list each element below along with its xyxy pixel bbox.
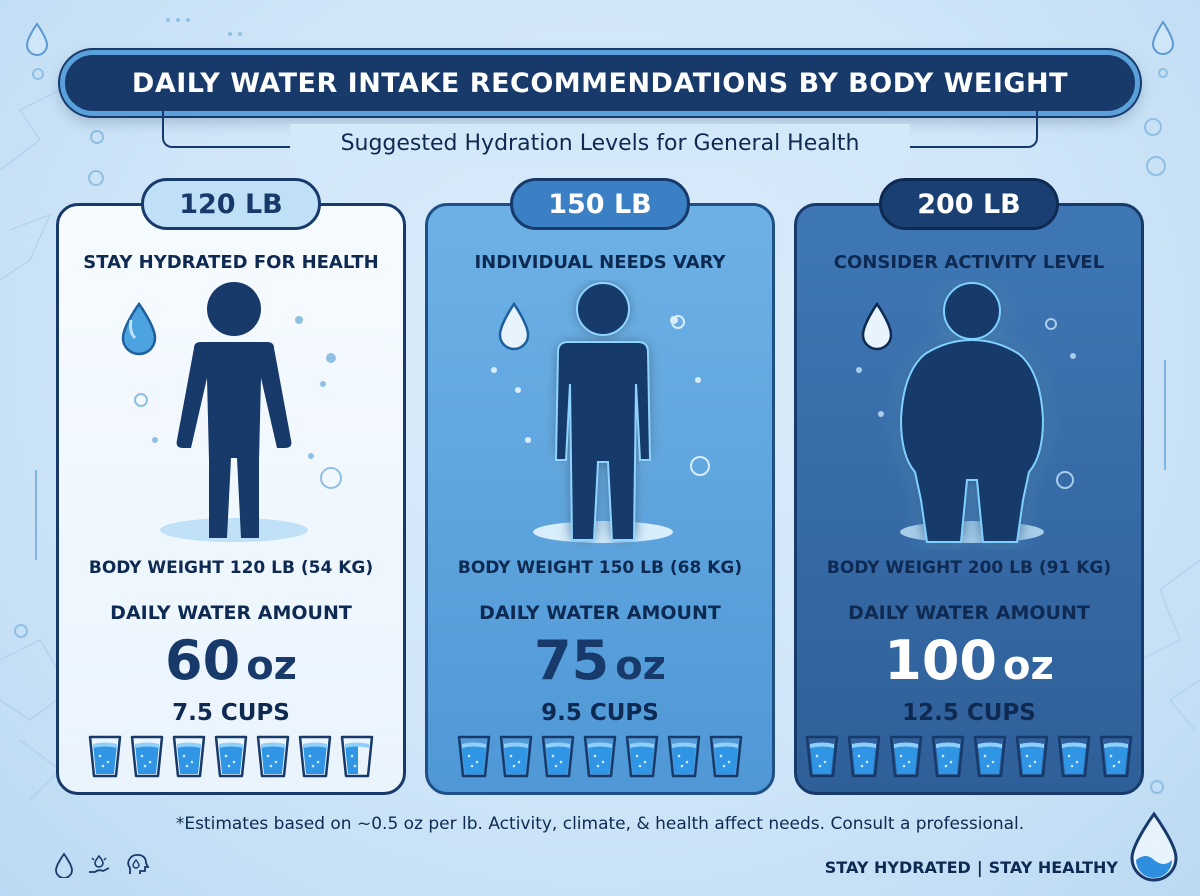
water-drop-icon [25,22,49,56]
tagline-right: STAY HEALTHY [988,858,1118,877]
water-glass-icon [667,735,701,778]
water-glass-icon [88,735,122,778]
amount-value: 60 [165,629,241,692]
figure-area [428,280,772,550]
water-glass-icon [541,735,575,778]
amount-unit: oz [1002,643,1054,689]
footnote: *Estimates based on ~0.5 oz per lb. Acti… [175,814,1025,834]
card-heading: CONSIDER ACTIVITY LEVEL [833,252,1105,273]
water-drop-icon [55,852,73,878]
person-silhouette-icon [856,282,1076,543]
water-glass-icon [805,735,839,778]
weight-badge-150: 150 LB [510,178,690,230]
cup-glasses [428,734,772,778]
daily-amount-label: DAILY WATER AMOUNT [848,602,1090,624]
body-weight-label: BODY WEIGHT 200 LB (91 KG) [826,558,1112,578]
head-brain-icon [127,853,150,874]
water-amount: 100 oz [797,634,1141,688]
weight-card-150: INDIVIDUAL NEEDS VARY BODY WEIGHT [425,203,775,795]
water-glass-icon [214,735,248,778]
cup-glasses [59,734,403,778]
cups-label: 7.5 CUPS [172,700,290,726]
daily-amount-label: DAILY WATER AMOUNT [479,602,721,624]
title-banner: DAILY WATER INTAKE RECOMMENDATIONS BY BO… [60,50,1140,116]
footer-icons [54,852,150,878]
weight-card-120: STAY HYDRATED FOR HEALTH BODY WEIGHT 120… [56,203,406,795]
body-weight-label: BODY WEIGHT 120 LB (54 KG) [88,558,374,578]
page-subtitle: Suggested Hydration Levels for General H… [290,124,910,164]
figure-area [797,280,1141,550]
water-glass-icon [172,735,206,778]
amount-value: 100 [884,629,997,692]
amount-unit: oz [246,643,297,689]
page-title: DAILY WATER INTAKE RECOMMENDATIONS BY BO… [131,67,1069,99]
hand-care-icon [89,854,110,873]
water-glass-icon [583,735,617,778]
person-silhouette-icon [491,282,710,543]
water-glass-icon [889,735,923,778]
water-glass-icon [130,735,164,778]
water-amount: 75 oz [428,634,772,688]
weight-card-200: CONSIDER ACTIVITY LEVEL BODY WEIGHT 200 … [794,203,1144,795]
amount-unit: oz [615,643,666,689]
daily-amount-label: DAILY WATER AMOUNT [110,602,352,624]
tagline: STAY HYDRATED | STAY HEALTHY [825,858,1118,877]
water-drop-icon [1151,20,1175,55]
water-glass-icon [499,735,533,778]
water-amount: 60 oz [59,634,403,688]
body-weight-label: BODY WEIGHT 150 LB (68 KG) [457,558,743,578]
water-glass-icon [1057,735,1091,778]
cups-label: 12.5 CUPS [902,700,1036,726]
figure-area [59,280,403,550]
water-glass-icon [1015,735,1049,778]
weight-badge-120: 120 LB [141,178,321,230]
water-glass-icon [298,735,332,778]
water-glass-icon [931,735,965,778]
card-heading: STAY HYDRATED FOR HEALTH [83,252,379,273]
cups-label: 9.5 CUPS [541,700,659,726]
amount-value: 75 [534,629,610,692]
water-glass-icon [973,735,1007,778]
card-heading: INDIVIDUAL NEEDS VARY [474,252,726,273]
cup-glasses [797,734,1141,778]
water-glass-icon [1099,735,1133,778]
water-glass-icon [256,735,290,778]
tagline-separator: | [976,858,983,877]
water-glass-icon [847,735,881,778]
water-drop-badge-icon [1130,811,1178,882]
water-glass-icon [625,735,659,778]
tagline-left: STAY HYDRATED [824,858,971,877]
water-glass-icon [457,735,491,778]
weight-badge-200: 200 LB [879,178,1059,230]
person-silhouette-icon [121,282,342,542]
water-glass-icon [340,735,374,778]
water-glass-icon [709,735,743,778]
